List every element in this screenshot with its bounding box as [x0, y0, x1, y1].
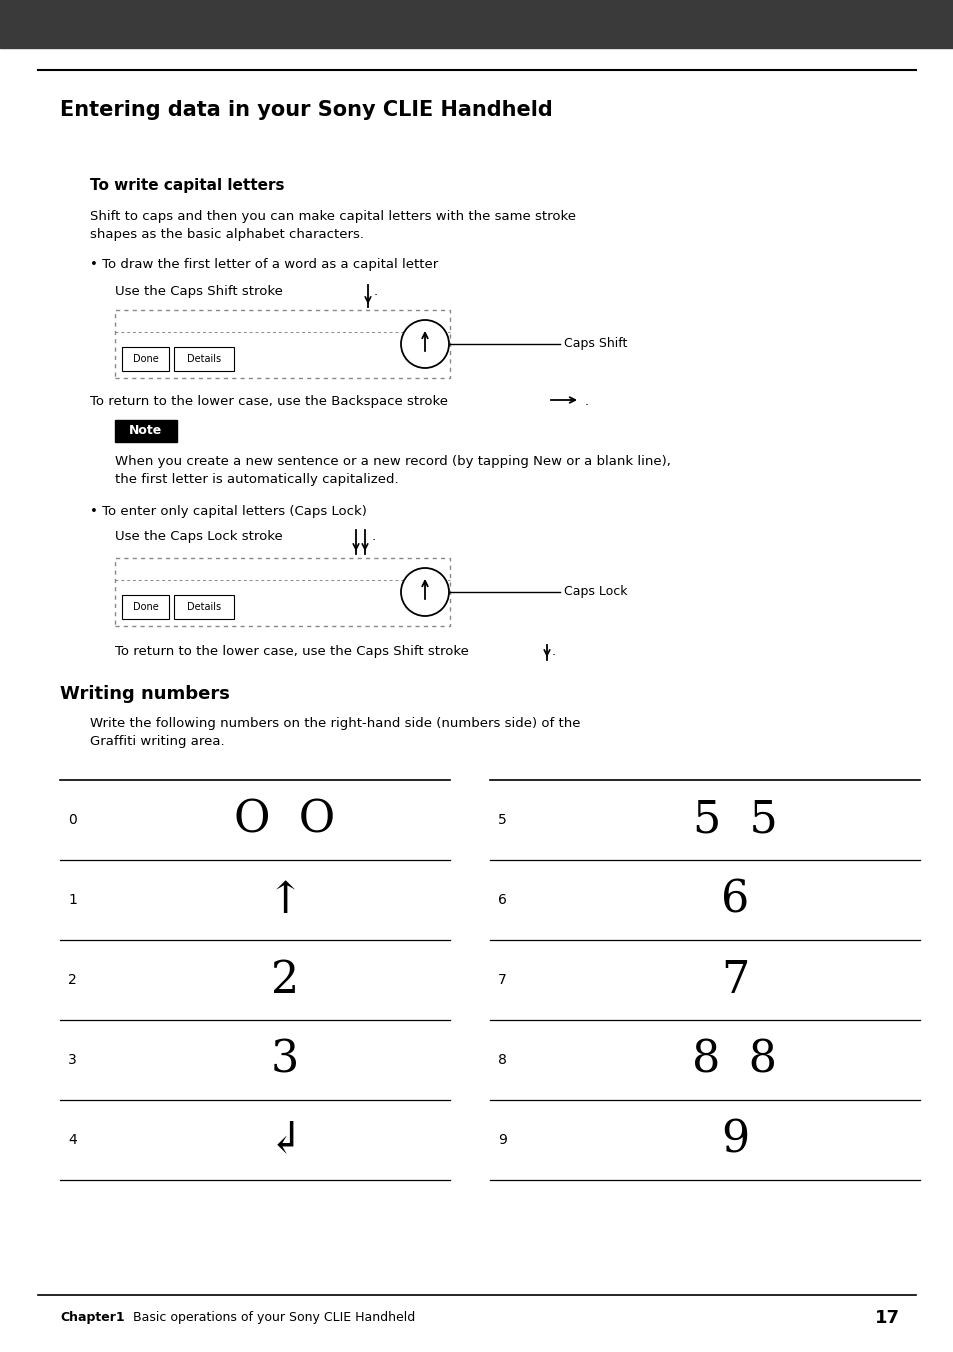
Text: 6: 6 — [720, 879, 748, 922]
Text: Done: Done — [133, 602, 159, 612]
Text: 3: 3 — [68, 1053, 76, 1067]
Text: To write capital letters: To write capital letters — [90, 178, 284, 193]
Bar — [0, 0, 953, 49]
Text: 7: 7 — [720, 959, 748, 1002]
Circle shape — [400, 320, 449, 368]
FancyBboxPatch shape — [173, 347, 233, 370]
Text: 1: 1 — [68, 894, 77, 907]
Text: To return to the lower case, use the Caps Shift stroke: To return to the lower case, use the Cap… — [115, 645, 476, 658]
Bar — [115, 310, 450, 379]
Text: 8: 8 — [497, 1053, 506, 1067]
Text: Caps Shift: Caps Shift — [563, 338, 627, 350]
Text: .: . — [552, 645, 556, 658]
Text: Use the Caps Shift stroke: Use the Caps Shift stroke — [115, 285, 283, 297]
Text: Done: Done — [133, 354, 159, 364]
Text: Use the Caps Lock stroke: Use the Caps Lock stroke — [115, 530, 282, 544]
Text: Shift to caps and then you can make capital letters with the same stroke
shapes : Shift to caps and then you can make capi… — [90, 210, 576, 241]
Text: 7: 7 — [497, 973, 506, 987]
Text: Note: Note — [130, 425, 162, 438]
Text: Basic operations of your Sony CLIE Handheld: Basic operations of your Sony CLIE Handh… — [125, 1311, 415, 1325]
Text: .: . — [374, 285, 377, 297]
Text: ↑: ↑ — [266, 879, 303, 922]
Circle shape — [400, 568, 449, 617]
Text: 9: 9 — [497, 1133, 506, 1146]
Text: Writing numbers: Writing numbers — [60, 685, 230, 703]
Text: Write the following numbers on the right-hand side (numbers side) of the
Graffit: Write the following numbers on the right… — [90, 717, 579, 748]
Text: • To enter only capital letters (Caps Lock): • To enter only capital letters (Caps Lo… — [90, 506, 367, 518]
Text: .: . — [584, 395, 589, 408]
Text: 2: 2 — [271, 959, 299, 1002]
Text: 5  5: 5 5 — [692, 799, 777, 841]
Text: O  O: O O — [234, 799, 335, 841]
Text: 0: 0 — [68, 813, 76, 827]
Text: Chapter1: Chapter1 — [60, 1311, 125, 1325]
Bar — [115, 420, 177, 442]
Text: When you create a new sentence or a new record (by tapping New or a blank line),: When you create a new sentence or a new … — [115, 456, 670, 485]
FancyBboxPatch shape — [173, 595, 233, 619]
Text: Caps Lock: Caps Lock — [563, 585, 627, 599]
Text: ↲: ↲ — [266, 1118, 303, 1161]
Text: Details: Details — [187, 602, 221, 612]
Text: 9: 9 — [720, 1118, 748, 1161]
Text: • To draw the first letter of a word as a capital letter: • To draw the first letter of a word as … — [90, 258, 437, 270]
Text: 4: 4 — [68, 1133, 76, 1146]
FancyBboxPatch shape — [122, 595, 169, 619]
Bar — [115, 558, 450, 626]
Text: 3: 3 — [271, 1038, 299, 1082]
Text: 5: 5 — [497, 813, 506, 827]
Text: 17: 17 — [874, 1309, 899, 1328]
Text: 2: 2 — [68, 973, 76, 987]
Text: 6: 6 — [497, 894, 506, 907]
FancyBboxPatch shape — [122, 347, 169, 370]
Text: Details: Details — [187, 354, 221, 364]
Text: .: . — [372, 530, 375, 544]
Text: 8  8: 8 8 — [692, 1038, 777, 1082]
Text: Entering data in your Sony CLIE Handheld: Entering data in your Sony CLIE Handheld — [60, 100, 552, 120]
Text: To return to the lower case, use the Backspace stroke: To return to the lower case, use the Bac… — [90, 395, 456, 408]
